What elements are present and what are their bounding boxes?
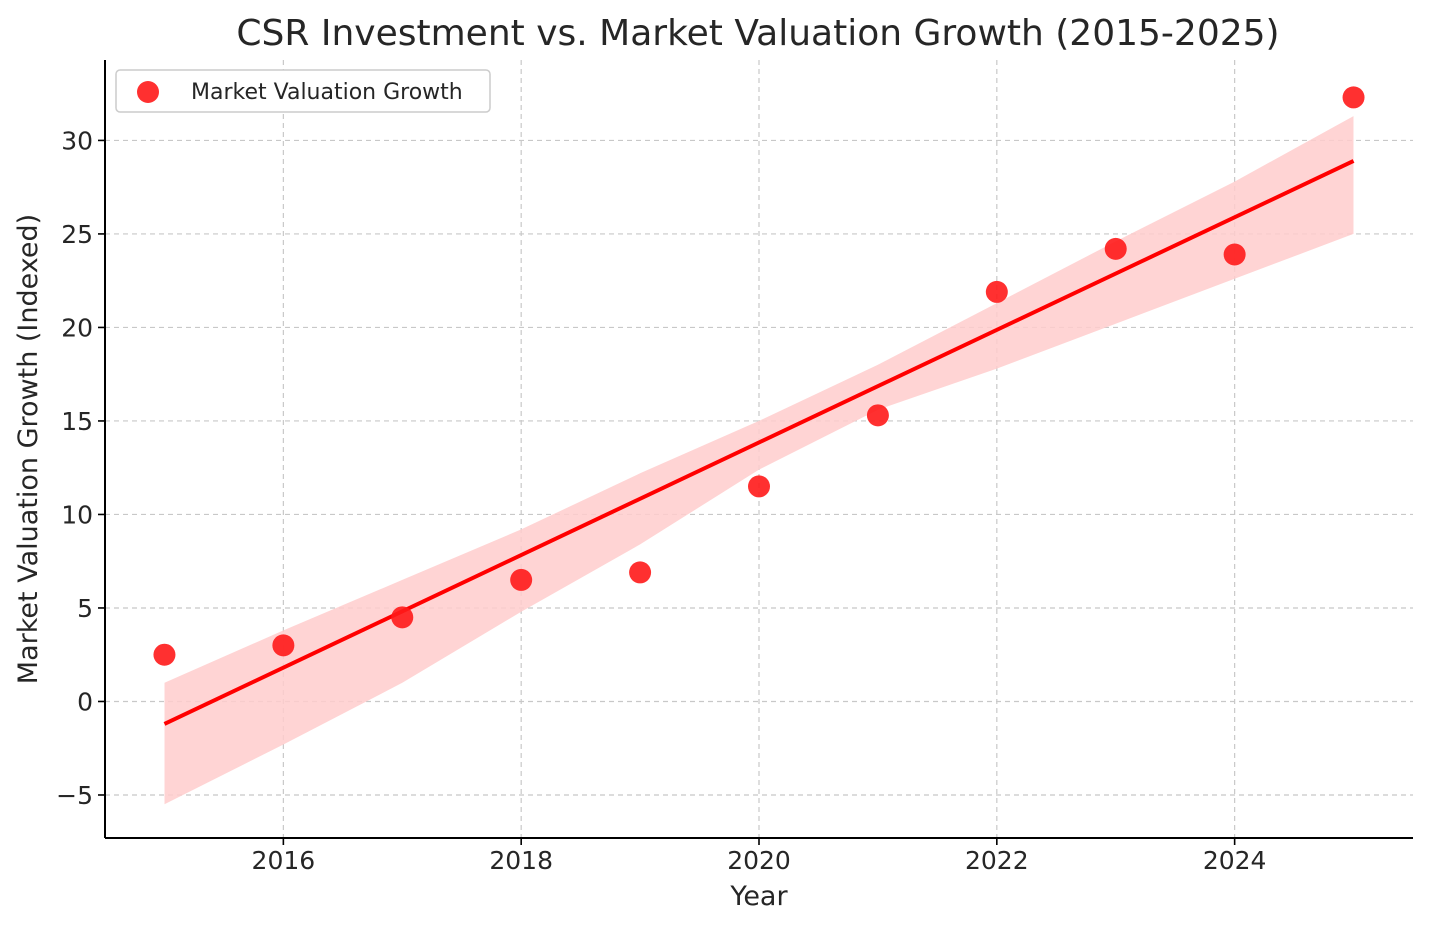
y-tick-label: 20 xyxy=(61,313,93,342)
data-point xyxy=(272,634,295,657)
legend-marker xyxy=(137,81,159,103)
y-axis-label: Market Valuation Growth (Indexed) xyxy=(13,214,44,684)
y-tick-label: 15 xyxy=(61,407,93,436)
x-tick-label: 2022 xyxy=(965,846,1029,875)
x-tick-label: 2018 xyxy=(489,846,553,875)
regression-line-layer xyxy=(163,159,1355,726)
y-tick-label: 25 xyxy=(61,220,93,249)
regression-line xyxy=(163,159,1355,726)
x-tick-label: 2024 xyxy=(1203,846,1267,875)
data-point xyxy=(985,280,1008,303)
confidence-band xyxy=(164,116,1354,805)
y-tick-label: −5 xyxy=(56,781,93,810)
confidence-band-layer xyxy=(164,116,1354,805)
legend-box xyxy=(115,69,491,113)
y-tick-label: 0 xyxy=(77,687,93,716)
y-tick-label: 10 xyxy=(61,500,93,529)
data-point xyxy=(748,475,770,498)
x-tick-label: 2016 xyxy=(252,846,316,875)
data-point xyxy=(1104,237,1127,260)
data-point xyxy=(153,643,176,666)
chart-title: CSR Investment vs. Market Valuation Grow… xyxy=(236,13,1279,54)
y-tick-label: 5 xyxy=(77,594,93,623)
legend-label: Market Valuation Growth xyxy=(191,80,463,105)
data-point xyxy=(629,561,652,584)
x-tick-label: 2020 xyxy=(727,846,791,875)
data-point xyxy=(1342,86,1365,109)
data-point xyxy=(1223,243,1246,266)
data-point xyxy=(391,606,414,629)
scatter-points-layer xyxy=(153,86,1365,666)
grid-layer xyxy=(105,60,1413,838)
data-point xyxy=(866,404,889,427)
legend: Market Valuation Growth xyxy=(115,69,491,113)
x-axis-label: Year xyxy=(729,881,788,912)
data-point xyxy=(510,568,533,591)
y-tick-label: 30 xyxy=(61,126,93,155)
axes-layer: 2016 2018 2020 2022 2024 −5 0 5 10 15 20 25 30 xyxy=(56,60,1413,875)
